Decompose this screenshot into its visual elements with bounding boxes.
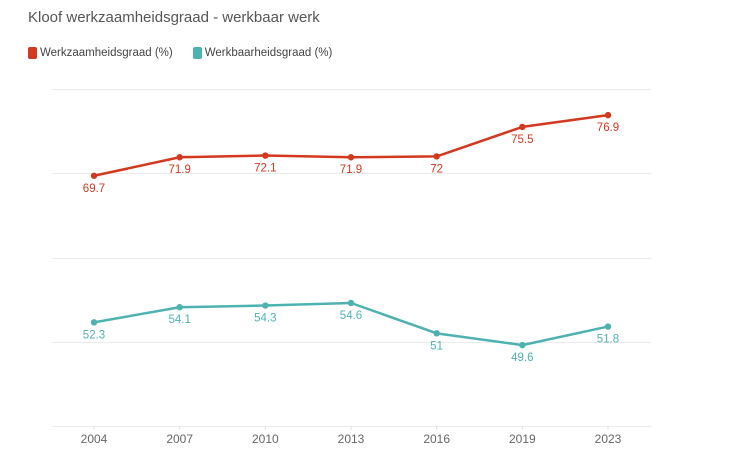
data-point[interactable] — [262, 302, 269, 309]
x-tick-label: 2004 — [81, 432, 108, 446]
legend-item-werkbaarheidsgraad[interactable]: Werkbaarheidsgraad (%) — [192, 47, 333, 59]
data-point[interactable] — [176, 304, 183, 311]
legend-item-werkzaamheidsgraad[interactable]: Werkzaamheidsgraad (%) — [28, 47, 173, 59]
data-label: 52.3 — [83, 329, 105, 341]
data-point[interactable] — [90, 319, 98, 326]
chart-title: Kloof werkzaamheidsgraad - werkbaar werk — [28, 9, 320, 26]
x-tick-label: 2016 — [423, 432, 450, 446]
data-point[interactable] — [176, 154, 183, 161]
data-point[interactable] — [604, 323, 612, 330]
data-label: 51.8 — [597, 334, 619, 346]
data-point[interactable] — [433, 330, 440, 337]
data-label: 51 — [430, 340, 443, 352]
data-point[interactable] — [347, 299, 355, 307]
data-label: 54.3 — [254, 313, 276, 325]
data-point[interactable] — [262, 152, 269, 159]
x-tick-label: 2007 — [166, 432, 193, 446]
data-point[interactable] — [604, 111, 612, 119]
data-label: 75.5 — [511, 134, 533, 146]
data-label: 54.6 — [340, 310, 362, 322]
x-tick-label: 2010 — [252, 432, 279, 446]
data-label: 69.7 — [83, 183, 105, 195]
x-tick-label: 2019 — [509, 432, 536, 446]
legend-swatch-teal — [192, 47, 202, 59]
data-label: 71.9 — [340, 164, 362, 176]
data-label: 71.9 — [168, 164, 190, 176]
data-label: 49.6 — [511, 352, 533, 364]
x-tick-label: 2023 — [595, 432, 622, 446]
data-label: 54.1 — [168, 314, 190, 326]
data-label: 76.9 — [597, 122, 619, 134]
data-label: 72 — [430, 163, 443, 175]
data-point[interactable] — [433, 153, 440, 160]
legend-label: Werkbaarheidsgraad (%) — [204, 47, 333, 59]
data-point[interactable] — [90, 172, 98, 179]
data-label: 72.1 — [254, 163, 276, 175]
data-point[interactable] — [519, 123, 526, 131]
legend-swatch-red — [28, 47, 37, 59]
legend: Werkzaamheidsgraad (%) Werkbaarheidsgraa… — [28, 47, 332, 59]
data-point[interactable] — [519, 341, 526, 349]
x-tick-label: 2013 — [338, 432, 365, 446]
data-point[interactable] — [347, 154, 355, 161]
legend-label: Werkzaamheidsgraad (%) — [40, 47, 173, 59]
